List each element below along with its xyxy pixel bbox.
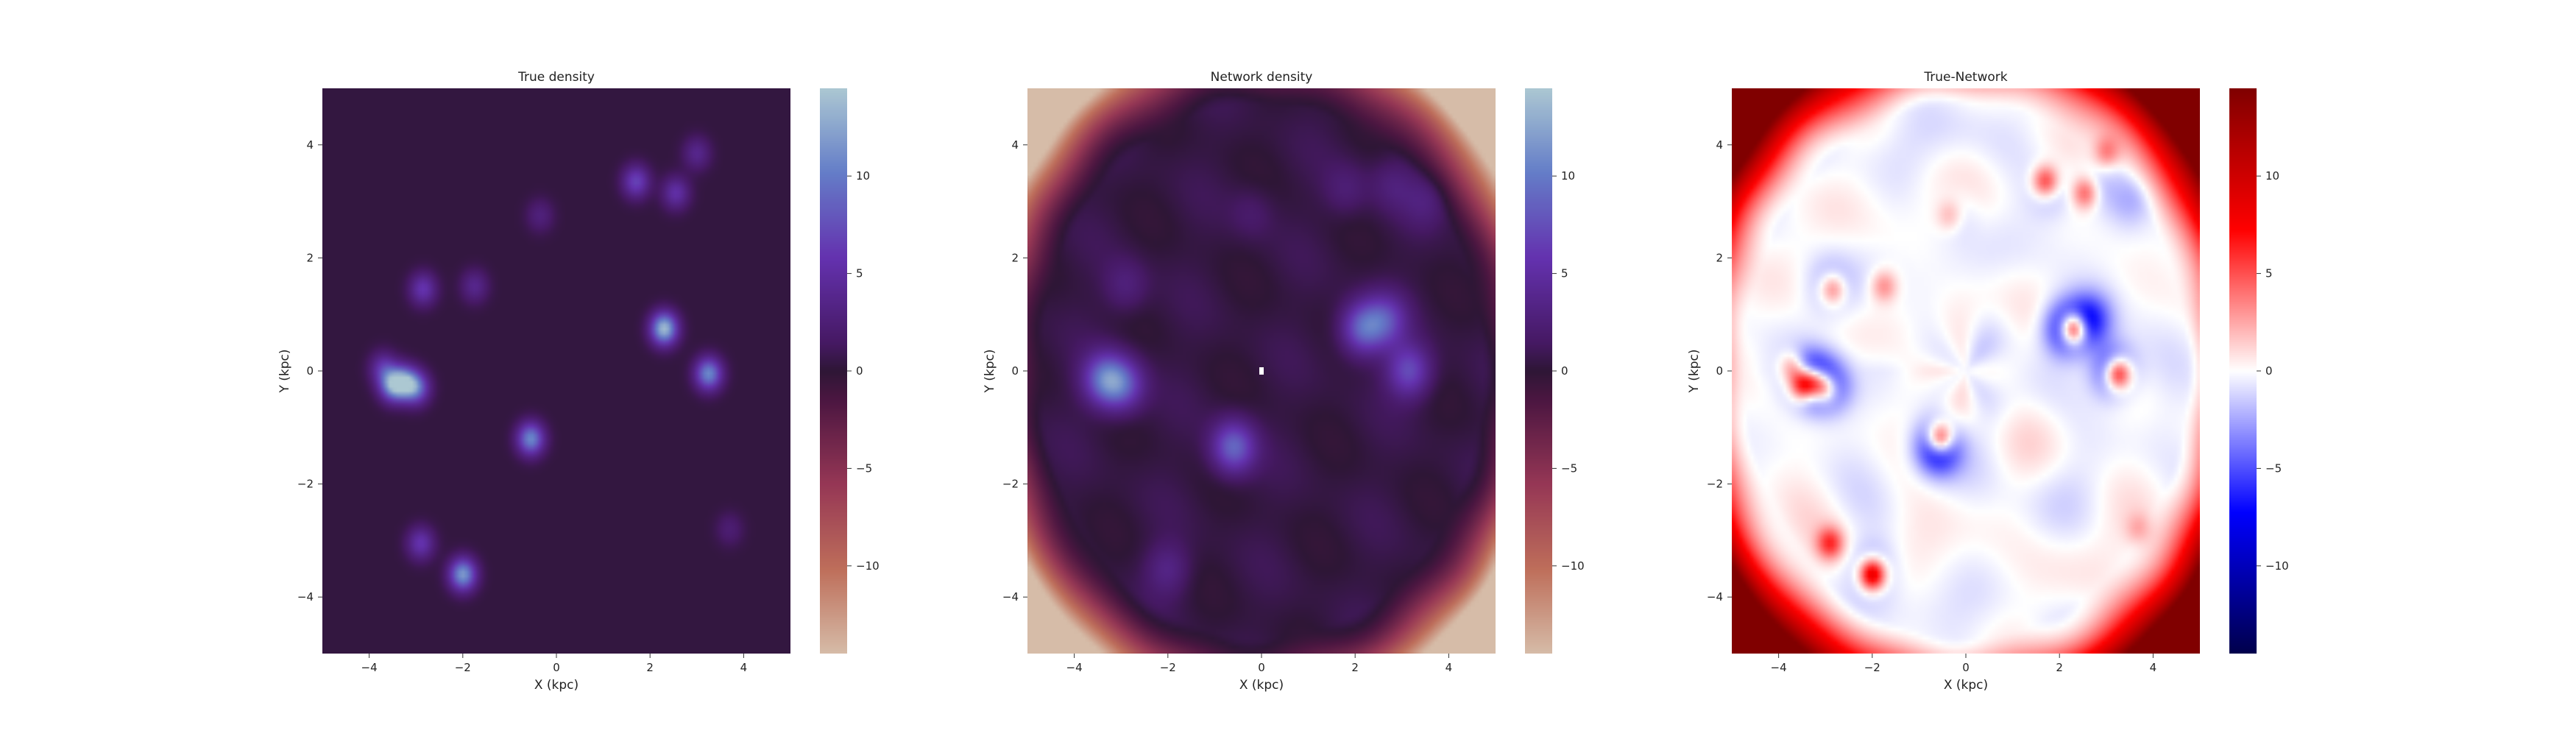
x-axis-label: X (kpc) [534,678,578,693]
colorbar-tick-label: 5 [856,267,863,280]
colorbar-diff [2229,88,2257,654]
x-tick-label: −2 [1160,661,1176,674]
colorbar-tick-label: −10 [2265,559,2289,573]
y-tick-label: 2 [1716,251,1723,264]
y-tick-label: 0 [1011,364,1019,378]
y-tick-label: −4 [1002,590,1019,604]
colorbar-true [820,88,847,654]
heatmap-diff [1732,88,2200,654]
x-tick-label: −4 [1771,661,1787,674]
colorbar-tick-label: 0 [2265,364,2273,378]
y-tick-label: −2 [1002,478,1019,491]
y-tick-label: 4 [1716,138,1723,152]
x-tick-label: −2 [1864,661,1880,674]
origin-marker [1259,367,1264,375]
x-tick-label: 4 [740,661,748,674]
y-axis-label: Y (kpc) [277,349,292,393]
panel-title: True-Network [1923,70,2007,85]
panel-diff: True-Network −4 −2 0 2 4 −4 −2 0 2 4 X (kpc) Y (kpc)… [1687,70,2289,693]
y-tick-label: 0 [306,364,314,378]
x-tick-label: 0 [1258,661,1265,674]
x-tick-label: −4 [361,661,378,674]
colorbar-tick-label: 10 [1561,169,1575,183]
colorbar-tick-label: 10 [856,169,870,183]
y-tick-label: 2 [1011,251,1019,264]
x-tick-label: 0 [1962,661,1970,674]
x-tick-label: −4 [1066,661,1083,674]
panel-true: True density −4 −2 0 2 4 −4 −2 0 2 4 X (kpc) Y (kpc)… [277,70,880,693]
colorbar-tick-label: −5 [1561,461,1577,475]
y-axis-label: Y (kpc) [983,349,997,393]
y-tick-label: 4 [1011,138,1019,152]
panel-title: Network density [1211,70,1313,85]
colorbar-network [1525,88,1552,654]
x-tick-label: 0 [553,661,560,674]
x-tick-label: 2 [646,661,654,674]
x-axis-label: X (kpc) [1239,678,1284,693]
y-tick-label: −2 [1707,478,1723,491]
x-tick-label: −2 [455,661,471,674]
x-tick-label: 4 [2150,661,2157,674]
y-tick-label: 2 [306,251,314,264]
colorbar-tick-label: 5 [1561,267,1568,280]
colorbar-tick-label: −10 [856,559,880,573]
colorbar-tick-label: 0 [856,364,863,378]
colorbar-tick-label: 10 [2265,169,2279,183]
y-tick-label: −4 [297,590,314,604]
colorbar-tick-label: 5 [2265,267,2273,280]
x-tick-label: 2 [2056,661,2063,674]
colorbar-tick-label: 0 [1561,364,1568,378]
y-tick-label: 4 [306,138,314,152]
y-tick-label: −4 [1707,590,1723,604]
panel-network: Network density −4 −2 0 2 4 −4 −2 0 2 4 X (kpc) Y (k… [983,70,1585,693]
x-axis-label: X (kpc) [1944,678,1988,693]
panel-title: True density [517,70,595,85]
y-tick-label: 0 [1716,364,1723,378]
y-axis-label: Y (kpc) [1687,349,1702,393]
colorbar-tick-label: −10 [1561,559,1585,573]
heatmap-true [322,88,790,654]
x-tick-label: 4 [1446,661,1453,674]
colorbar-tick-label: −5 [856,461,872,475]
x-tick-label: 2 [1351,661,1359,674]
y-tick-label: −2 [297,478,314,491]
colorbar-tick-label: −5 [2265,461,2282,475]
